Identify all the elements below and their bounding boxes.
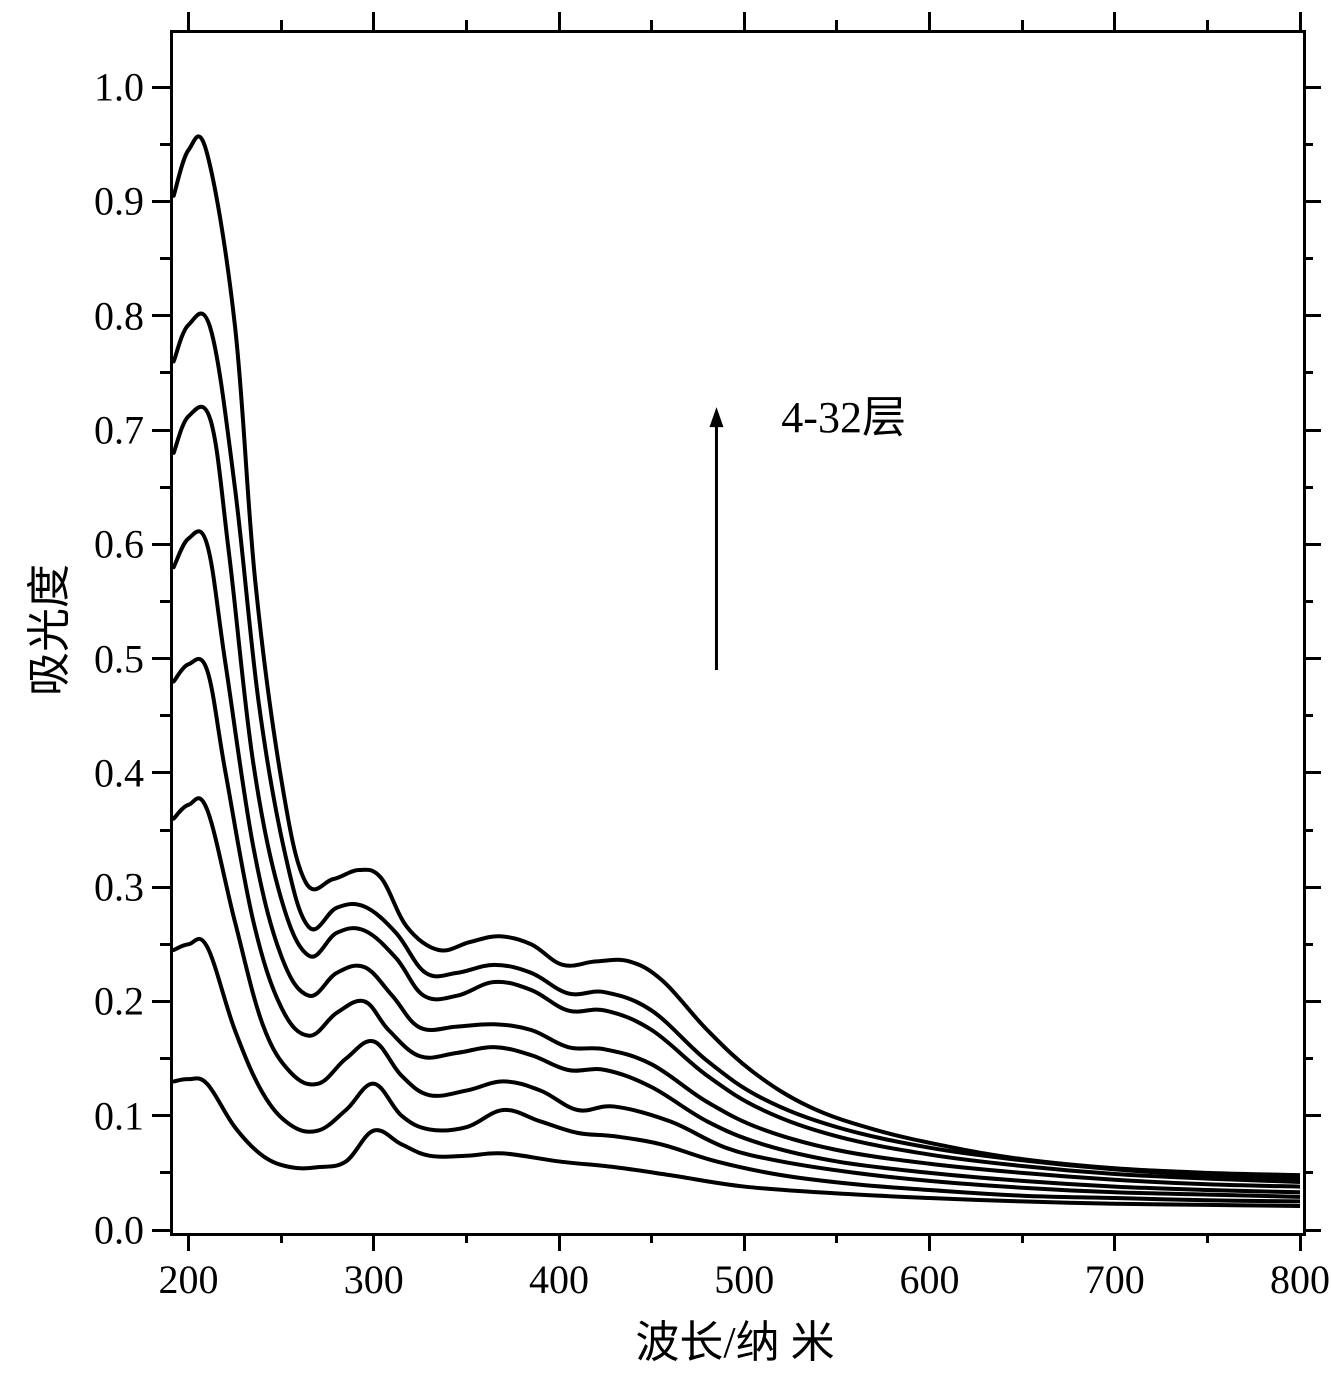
x-tick-major xyxy=(187,12,190,30)
y-tick-label: 0.1 xyxy=(94,1092,144,1139)
y-tick-major xyxy=(152,886,170,889)
x-tick-major xyxy=(558,12,561,30)
y-tick-major xyxy=(152,1114,170,1117)
y-tick-minor xyxy=(160,486,170,489)
x-tick-label: 500 xyxy=(714,1256,774,1303)
x-axis-title: 波长/纳 米 xyxy=(635,1306,834,1370)
y-tick-minor xyxy=(1303,143,1313,146)
y-tick-major xyxy=(152,314,170,317)
x-tick-major xyxy=(743,1233,746,1251)
y-tick-label: 0.0 xyxy=(94,1207,144,1254)
x-tick-major xyxy=(743,12,746,30)
x-tick-major xyxy=(372,12,375,30)
y-tick-minor xyxy=(1303,257,1313,260)
x-tick-minor xyxy=(650,20,653,30)
x-tick-major xyxy=(928,1233,931,1251)
chart-root: 200 300 400 500 600 700 800 0.0 0.1 0.2 0.3 0.4 0.5 0… xyxy=(0,0,1331,1381)
y-tick-minor xyxy=(1303,600,1313,603)
y-tick-minor xyxy=(160,1057,170,1060)
x-tick-major xyxy=(372,1233,375,1251)
y-tick-minor xyxy=(160,1171,170,1174)
x-tick-minor xyxy=(1021,1233,1024,1243)
x-tick-major xyxy=(1113,1233,1116,1251)
y-tick-minor xyxy=(1303,371,1313,374)
y-tick-major xyxy=(1303,200,1321,203)
y-tick-major xyxy=(1303,314,1321,317)
y-tick-minor xyxy=(160,714,170,717)
y-tick-minor xyxy=(160,600,170,603)
y-tick-minor xyxy=(1303,829,1313,832)
y-tick-minor xyxy=(160,371,170,374)
series-layer-24 xyxy=(174,407,1300,1182)
y-tick-label: 1.0 xyxy=(94,64,144,111)
y-tick-minor xyxy=(1303,486,1313,489)
y-tick-major xyxy=(152,86,170,89)
y-tick-major xyxy=(152,1000,170,1003)
x-tick-major xyxy=(1299,12,1302,30)
y-tick-major xyxy=(152,429,170,432)
y-tick-label: 0.2 xyxy=(94,978,144,1025)
y-tick-minor xyxy=(1303,1057,1313,1060)
series-layer-32 xyxy=(174,136,1300,1175)
y-tick-major xyxy=(152,543,170,546)
x-tick-minor xyxy=(465,20,468,30)
y-tick-label: 0.4 xyxy=(94,749,144,796)
x-tick-major xyxy=(928,12,931,30)
x-tick-label: 800 xyxy=(1270,1256,1330,1303)
x-tick-major xyxy=(558,1233,561,1251)
x-tick-major xyxy=(187,1233,190,1251)
x-tick-minor xyxy=(650,1233,653,1243)
x-tick-minor xyxy=(465,1233,468,1243)
y-tick-major xyxy=(152,200,170,203)
y-tick-minor xyxy=(160,829,170,832)
x-tick-minor xyxy=(835,1233,838,1243)
y-tick-major xyxy=(1303,429,1321,432)
chart-svg xyxy=(0,0,1331,1381)
x-tick-minor xyxy=(1206,20,1209,30)
y-tick-major xyxy=(152,771,170,774)
y-tick-major xyxy=(1303,886,1321,889)
annotation-arrow-head xyxy=(709,407,723,427)
x-tick-label: 700 xyxy=(1085,1256,1145,1303)
x-tick-label: 200 xyxy=(159,1256,219,1303)
y-tick-major xyxy=(1303,1229,1321,1232)
y-tick-major xyxy=(1303,1000,1321,1003)
y-tick-label: 0.5 xyxy=(94,635,144,682)
x-tick-label: 400 xyxy=(529,1256,589,1303)
y-tick-major xyxy=(1303,543,1321,546)
y-tick-major xyxy=(152,657,170,660)
y-tick-minor xyxy=(160,943,170,946)
series-layer-20 xyxy=(174,531,1300,1186)
x-tick-major xyxy=(1113,12,1116,30)
x-tick-minor xyxy=(1021,20,1024,30)
y-tick-minor xyxy=(160,143,170,146)
y-tick-major xyxy=(152,1229,170,1232)
y-tick-major xyxy=(1303,86,1321,89)
y-tick-label: 0.7 xyxy=(94,407,144,454)
y-tick-label: 0.9 xyxy=(94,178,144,225)
y-tick-minor xyxy=(160,257,170,260)
x-tick-minor xyxy=(1206,1233,1209,1243)
y-tick-minor xyxy=(1303,714,1313,717)
x-tick-minor xyxy=(280,20,283,30)
x-tick-minor xyxy=(280,1233,283,1243)
y-tick-label: 0.6 xyxy=(94,521,144,568)
y-axis-title: 吸光度 xyxy=(13,564,77,696)
y-tick-major xyxy=(1303,657,1321,660)
x-tick-minor xyxy=(835,20,838,30)
y-tick-minor xyxy=(1303,1171,1313,1174)
y-tick-major xyxy=(1303,1114,1321,1117)
y-tick-label: 0.3 xyxy=(94,864,144,911)
x-tick-label: 600 xyxy=(900,1256,960,1303)
annotation-text: 4-32层 xyxy=(781,381,906,445)
y-tick-label: 0.8 xyxy=(94,292,144,339)
x-tick-major xyxy=(1299,1233,1302,1251)
y-tick-major xyxy=(1303,771,1321,774)
series-layer-28 xyxy=(174,314,1300,1179)
x-tick-label: 300 xyxy=(344,1256,404,1303)
y-tick-minor xyxy=(1303,943,1313,946)
